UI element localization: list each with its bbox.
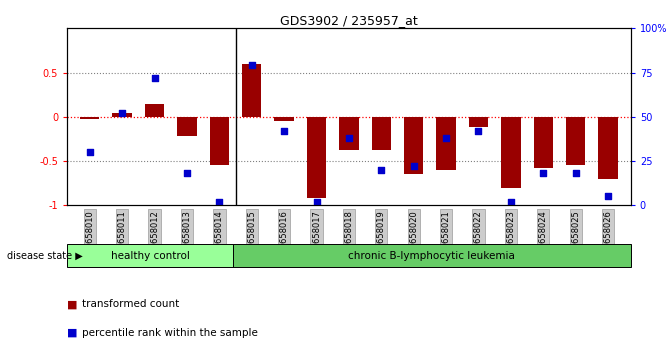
Bar — [113, 113, 132, 117]
Bar — [404, 117, 423, 175]
Point — [409, 164, 419, 169]
Point — [538, 171, 549, 176]
Point — [85, 149, 95, 155]
Text: transformed count: transformed count — [82, 299, 179, 309]
Point — [117, 110, 127, 116]
Bar — [599, 117, 618, 179]
Text: healthy control: healthy control — [111, 251, 189, 261]
Point — [376, 167, 386, 173]
Point — [603, 194, 613, 199]
Bar — [242, 64, 262, 117]
Point — [311, 199, 322, 205]
Point — [344, 135, 354, 141]
Point — [182, 171, 193, 176]
Point — [246, 63, 257, 68]
Bar — [145, 104, 164, 117]
Bar — [177, 117, 197, 136]
Point — [473, 128, 484, 134]
Bar — [372, 117, 391, 150]
Bar — [274, 117, 294, 121]
Bar — [566, 117, 585, 166]
Bar — [307, 117, 326, 198]
Bar — [469, 117, 488, 127]
Bar — [209, 117, 229, 166]
Bar — [533, 117, 553, 168]
Point — [214, 199, 225, 205]
Text: percentile rank within the sample: percentile rank within the sample — [82, 328, 258, 338]
Title: GDS3902 / 235957_at: GDS3902 / 235957_at — [280, 14, 418, 27]
Point — [278, 128, 289, 134]
Point — [505, 199, 516, 205]
Text: ■: ■ — [67, 299, 78, 309]
Text: disease state ▶: disease state ▶ — [7, 251, 83, 261]
Text: chronic B-lymphocytic leukemia: chronic B-lymphocytic leukemia — [348, 251, 515, 261]
Bar — [501, 117, 521, 188]
Bar — [436, 117, 456, 170]
Text: ■: ■ — [67, 328, 78, 338]
Bar — [340, 117, 358, 150]
Point — [149, 75, 160, 81]
Point — [441, 135, 452, 141]
Point — [570, 171, 581, 176]
Bar — [80, 117, 99, 119]
